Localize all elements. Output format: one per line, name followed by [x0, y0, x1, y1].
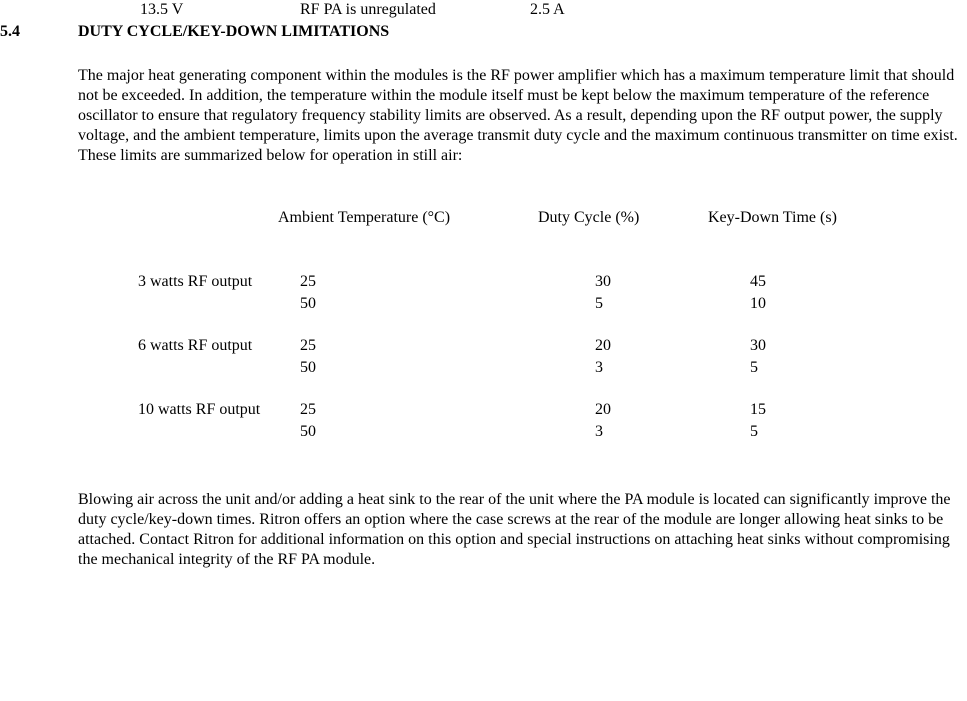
cell-key: 5 [750, 422, 870, 442]
cell-key: 30 [750, 336, 870, 356]
cell-temp: 50 [300, 294, 595, 314]
row-label: 10 watts RF output [138, 400, 300, 420]
cell-duty: 30 [595, 272, 750, 292]
table-row: 10 watts RF output 25 20 15 [138, 400, 928, 420]
top-spec-line: 13.5 V RF PA is unregulated 2.5 A [140, 0, 967, 20]
document-page: 13.5 V RF PA is unregulated 2.5 A 5.4 DU… [0, 0, 967, 570]
row-label: 6 watts RF output [138, 336, 300, 356]
header-ambient-temp: Ambient Temperature (°C) [278, 208, 538, 228]
table-header-row: Ambient Temperature (°C) Duty Cycle (%) … [278, 208, 928, 228]
cell-duty: 3 [595, 422, 750, 442]
group-3-watts: 3 watts RF output 25 30 45 50 5 10 [138, 272, 928, 314]
table-row: 50 3 5 [138, 422, 928, 442]
cell-temp: 25 [300, 336, 595, 356]
header-key-down-time: Key-Down Time (s) [708, 208, 908, 228]
cell-duty: 3 [595, 358, 750, 378]
table-row: 50 3 5 [138, 358, 928, 378]
row-label-empty [138, 358, 300, 378]
group-10-watts: 10 watts RF output 25 20 15 50 3 5 [138, 400, 928, 442]
table-row: 3 watts RF output 25 30 45 [138, 272, 928, 292]
cell-key: 15 [750, 400, 870, 420]
duty-cycle-table: Ambient Temperature (°C) Duty Cycle (%) … [138, 208, 928, 442]
section-heading: 5.4 DUTY CYCLE/KEY-DOWN LIMITATIONS [0, 22, 967, 42]
cell-temp: 50 [300, 358, 595, 378]
cell-temp: 25 [300, 400, 595, 420]
intro-paragraph: The major heat generating component with… [78, 66, 964, 166]
table-row: 6 watts RF output 25 20 30 [138, 336, 928, 356]
row-label-empty [138, 294, 300, 314]
section-number: 5.4 [0, 22, 78, 42]
spec-voltage: 13.5 V [140, 0, 300, 20]
table-row: 50 5 10 [138, 294, 928, 314]
cell-key: 10 [750, 294, 870, 314]
spec-note: RF PA is unregulated [300, 0, 530, 20]
header-duty-cycle: Duty Cycle (%) [538, 208, 708, 228]
group-6-watts: 6 watts RF output 25 20 30 50 3 5 [138, 336, 928, 378]
spec-current: 2.5 A [530, 0, 610, 20]
cell-duty: 20 [595, 336, 750, 356]
closing-paragraph: Blowing air across the unit and/or addin… [78, 490, 964, 570]
section-title: DUTY CYCLE/KEY-DOWN LIMITATIONS [78, 22, 389, 42]
cell-duty: 20 [595, 400, 750, 420]
row-label-empty [138, 422, 300, 442]
row-label: 3 watts RF output [138, 272, 300, 292]
cell-key: 45 [750, 272, 870, 292]
cell-temp: 50 [300, 422, 595, 442]
cell-duty: 5 [595, 294, 750, 314]
cell-temp: 25 [300, 272, 595, 292]
cell-key: 5 [750, 358, 870, 378]
